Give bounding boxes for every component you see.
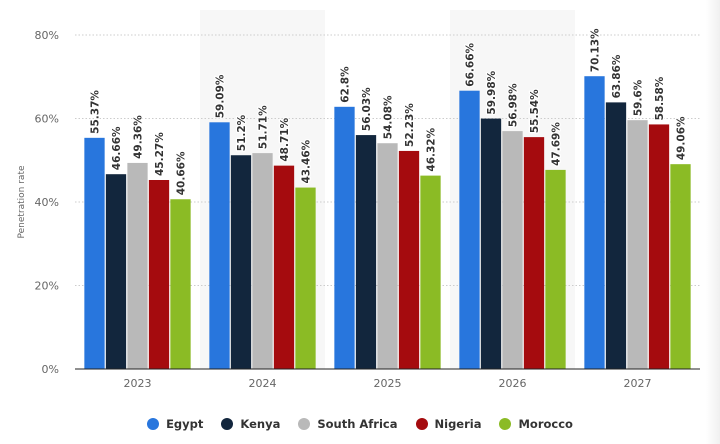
bar-morocco-2024 xyxy=(295,187,316,369)
legend-item-nigeria[interactable]: Nigeria xyxy=(415,417,482,431)
data-label: 56.03% xyxy=(361,87,373,131)
bar-egypt-2027 xyxy=(584,76,605,370)
legend-label: Kenya xyxy=(240,417,281,431)
data-label: 48.71% xyxy=(279,117,291,161)
bar-south-africa-2026 xyxy=(502,131,523,369)
bar-morocco-2023 xyxy=(170,199,191,369)
data-label: 55.54% xyxy=(529,89,541,133)
bar-morocco-2026 xyxy=(545,169,566,369)
bar-kenya-2024 xyxy=(230,155,252,369)
data-label: 55.37% xyxy=(90,90,102,134)
legend-marker-icon xyxy=(147,418,160,430)
data-label: 66.66% xyxy=(465,42,477,86)
bar-egypt-2024 xyxy=(209,122,230,369)
bar-south-africa-2024 xyxy=(252,153,273,369)
y-tick-label: 80% xyxy=(35,29,59,42)
data-label: 51.2% xyxy=(236,114,248,151)
bar-kenya-2025 xyxy=(355,135,377,369)
data-label: 49.06% xyxy=(676,116,688,160)
legend-label: Morocco xyxy=(518,417,573,431)
x-tick-label: 2026 xyxy=(499,377,527,390)
y-axis-label: Penetration rate xyxy=(17,165,27,238)
legend-item-morocco[interactable]: Morocco xyxy=(499,417,573,431)
data-label: 63.86% xyxy=(611,54,623,98)
bar-south-africa-2025 xyxy=(377,143,398,369)
data-label: 45.27% xyxy=(154,132,166,176)
legend-item-kenya[interactable]: Kenya xyxy=(221,417,280,431)
legend-item-egypt[interactable]: Egypt xyxy=(147,417,203,431)
data-label: 54.08% xyxy=(383,95,395,139)
scroll-edge xyxy=(706,0,720,444)
y-tick-label: 0% xyxy=(42,363,59,376)
data-label: 59.09% xyxy=(215,74,227,118)
data-label: 46.32% xyxy=(426,127,438,171)
x-tick-label: 2025 xyxy=(374,377,402,390)
data-label: 49.36% xyxy=(133,115,145,159)
data-label: 40.66% xyxy=(176,151,188,195)
bar-south-africa-2023 xyxy=(127,162,148,369)
y-tick-label: 40% xyxy=(35,196,59,209)
data-label: 58.58% xyxy=(654,76,666,120)
legend: Egypt Kenya South Africa Nigeria Morocco xyxy=(0,417,720,431)
bar-nigeria-2023 xyxy=(148,179,170,369)
legend-label: Nigeria xyxy=(434,417,482,431)
legend-marker-icon xyxy=(221,418,234,430)
bar-kenya-2026 xyxy=(480,118,502,370)
x-tick-label: 2023 xyxy=(124,377,152,390)
legend-marker-icon xyxy=(298,418,311,430)
legend-label: South Africa xyxy=(317,417,398,431)
x-tick-label: 2024 xyxy=(249,377,277,390)
bar-nigeria-2026 xyxy=(523,137,545,369)
data-label: 70.13% xyxy=(590,28,602,72)
bar-south-africa-2027 xyxy=(627,120,648,369)
data-label: 56.98% xyxy=(508,83,520,127)
bar-egypt-2023 xyxy=(84,137,105,369)
bar-morocco-2027 xyxy=(670,164,691,369)
bar-nigeria-2024 xyxy=(273,165,295,369)
data-label: 47.69% xyxy=(551,122,563,166)
bar-egypt-2025 xyxy=(334,106,355,369)
y-tick-label: 60% xyxy=(35,113,59,126)
legend-item-south-africa[interactable]: South Africa xyxy=(298,417,398,431)
data-label: 59.98% xyxy=(486,70,498,114)
data-label: 51.71% xyxy=(258,105,270,149)
bar-morocco-2025 xyxy=(420,175,441,369)
legend-marker-icon xyxy=(415,418,428,430)
data-label: 62.8% xyxy=(340,66,352,103)
data-label: 52.23% xyxy=(404,103,416,147)
data-label: 43.46% xyxy=(301,139,313,183)
legend-label: Egypt xyxy=(166,417,204,431)
bar-nigeria-2027 xyxy=(648,124,670,369)
y-tick-label: 20% xyxy=(35,280,59,293)
bar-kenya-2027 xyxy=(605,102,627,370)
bar-egypt-2026 xyxy=(459,90,480,369)
data-label: 59.6% xyxy=(633,79,645,116)
data-label: 46.66% xyxy=(111,126,123,170)
bar-kenya-2023 xyxy=(105,174,127,369)
legend-marker-icon xyxy=(499,418,512,430)
x-tick-label: 2027 xyxy=(624,377,652,390)
bar-nigeria-2025 xyxy=(398,150,420,369)
